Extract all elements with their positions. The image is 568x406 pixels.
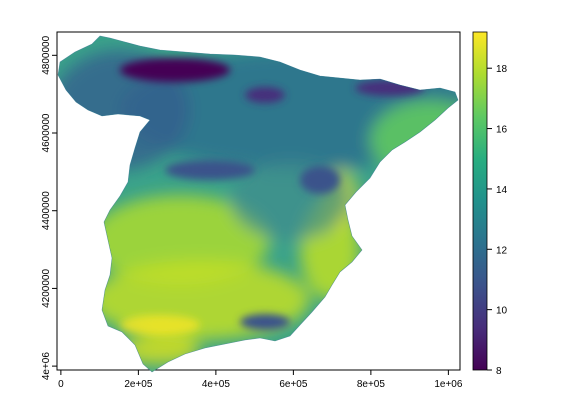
y-tick-label: 4800000 bbox=[41, 35, 52, 74]
legend-colorbar bbox=[472, 31, 488, 371]
legend-tick-label: 16 bbox=[496, 125, 508, 136]
plot-frame bbox=[56, 31, 461, 371]
legend-tick-label: 12 bbox=[496, 245, 508, 256]
x-tick-label: 6e+05 bbox=[279, 379, 308, 390]
y-tick-label: 4e+06 bbox=[41, 352, 52, 381]
y-tick-label: 4200000 bbox=[41, 269, 52, 308]
legend-tick-label: 10 bbox=[496, 306, 508, 317]
legend-axis: 8 10 12 14 16 18 bbox=[487, 64, 508, 377]
y-tick-label: 4600000 bbox=[41, 113, 52, 152]
y-tick-label: 4400000 bbox=[41, 191, 52, 230]
legend-tick-label: 14 bbox=[496, 185, 508, 196]
x-tick-label: 8e+05 bbox=[357, 379, 386, 390]
legend-tick-label: 18 bbox=[496, 64, 508, 75]
x-tick-label: 0 bbox=[58, 379, 64, 390]
legend-tick-label: 8 bbox=[496, 366, 502, 377]
x-tick-label: 1e+06 bbox=[434, 379, 463, 390]
spain-raster bbox=[58, 36, 458, 372]
x-axis: 0 2e+05 4e+05 6e+05 8e+05 1e+06 bbox=[58, 370, 463, 390]
coastline bbox=[57, 35, 459, 373]
x-tick-label: 2e+05 bbox=[124, 379, 153, 390]
x-tick-label: 4e+05 bbox=[202, 379, 231, 390]
y-axis: 4e+06 4200000 4400000 4600000 4800000 bbox=[41, 35, 57, 380]
